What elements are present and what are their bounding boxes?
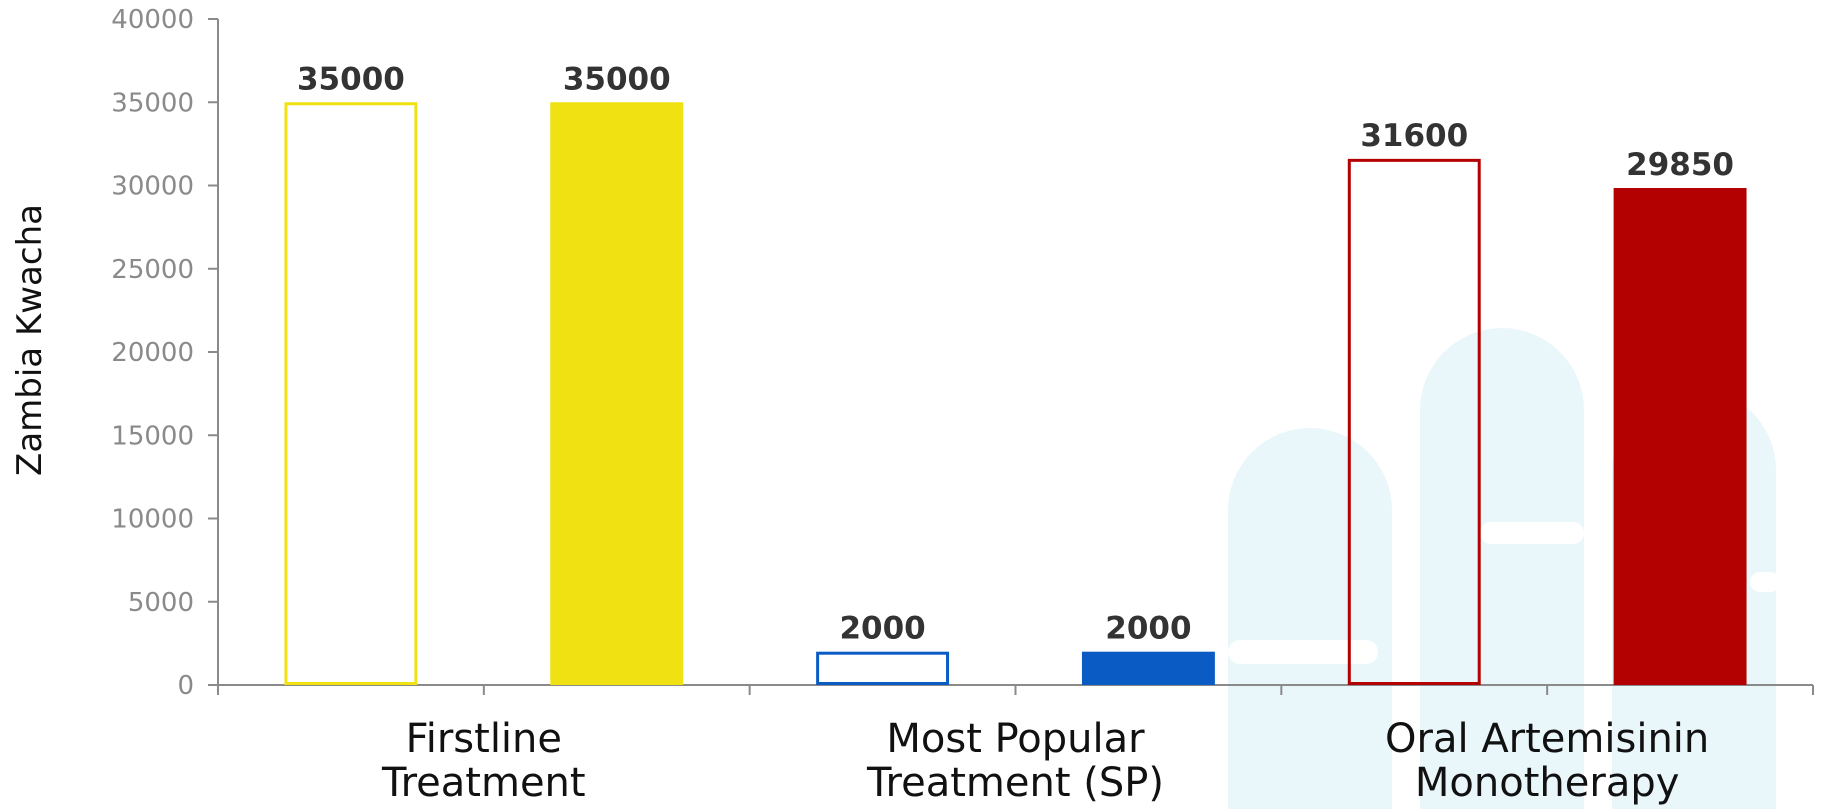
watermark-highlights — [1228, 522, 1780, 664]
y-tick-label: 0 — [177, 671, 194, 701]
data-label: 35000 — [297, 61, 405, 97]
data-label: 35000 — [563, 61, 671, 97]
category-label: Oral Artemisinin Monotherapy — [1385, 716, 1709, 806]
category-label: Most Popular Treatment (SP) — [866, 716, 1164, 806]
y-tick-label: 15000 — [111, 421, 194, 451]
category-labels: Firstline Treatment Most Popular Treatment … — [381, 716, 1709, 806]
bar-outline — [284, 102, 418, 685]
data-label: 2000 — [839, 611, 925, 647]
bar-outline — [816, 651, 950, 686]
x-axis — [217, 684, 1814, 695]
category-label: Firstline Treatment — [381, 716, 586, 806]
y-tick-label: 40000 — [111, 5, 194, 35]
bar-filled — [1613, 187, 1747, 685]
data-label: 2000 — [1105, 611, 1191, 647]
y-tick-label: 35000 — [111, 88, 194, 118]
data-label: 31600 — [1360, 118, 1468, 154]
data-label: 29850 — [1626, 147, 1734, 183]
y-tick-label: 30000 — [111, 172, 194, 202]
y-tick-label: 5000 — [128, 588, 194, 618]
y-tick-label: 25000 — [111, 255, 194, 285]
bar-filled — [550, 102, 684, 685]
y-axis-title: Zambia Kwacha — [10, 204, 50, 476]
y-tick-label: 20000 — [111, 338, 194, 368]
y-tick-label: 10000 — [111, 505, 194, 535]
bar-outline — [1347, 158, 1481, 686]
bars — [284, 102, 1747, 686]
y-axis: 0 5000 10000 15000 20000 25000 30000 35000 40000 — [111, 5, 219, 701]
bar-filled — [1081, 651, 1215, 685]
data-labels: 35000 35000 2000 2000 31600 29850 — [297, 61, 1734, 646]
